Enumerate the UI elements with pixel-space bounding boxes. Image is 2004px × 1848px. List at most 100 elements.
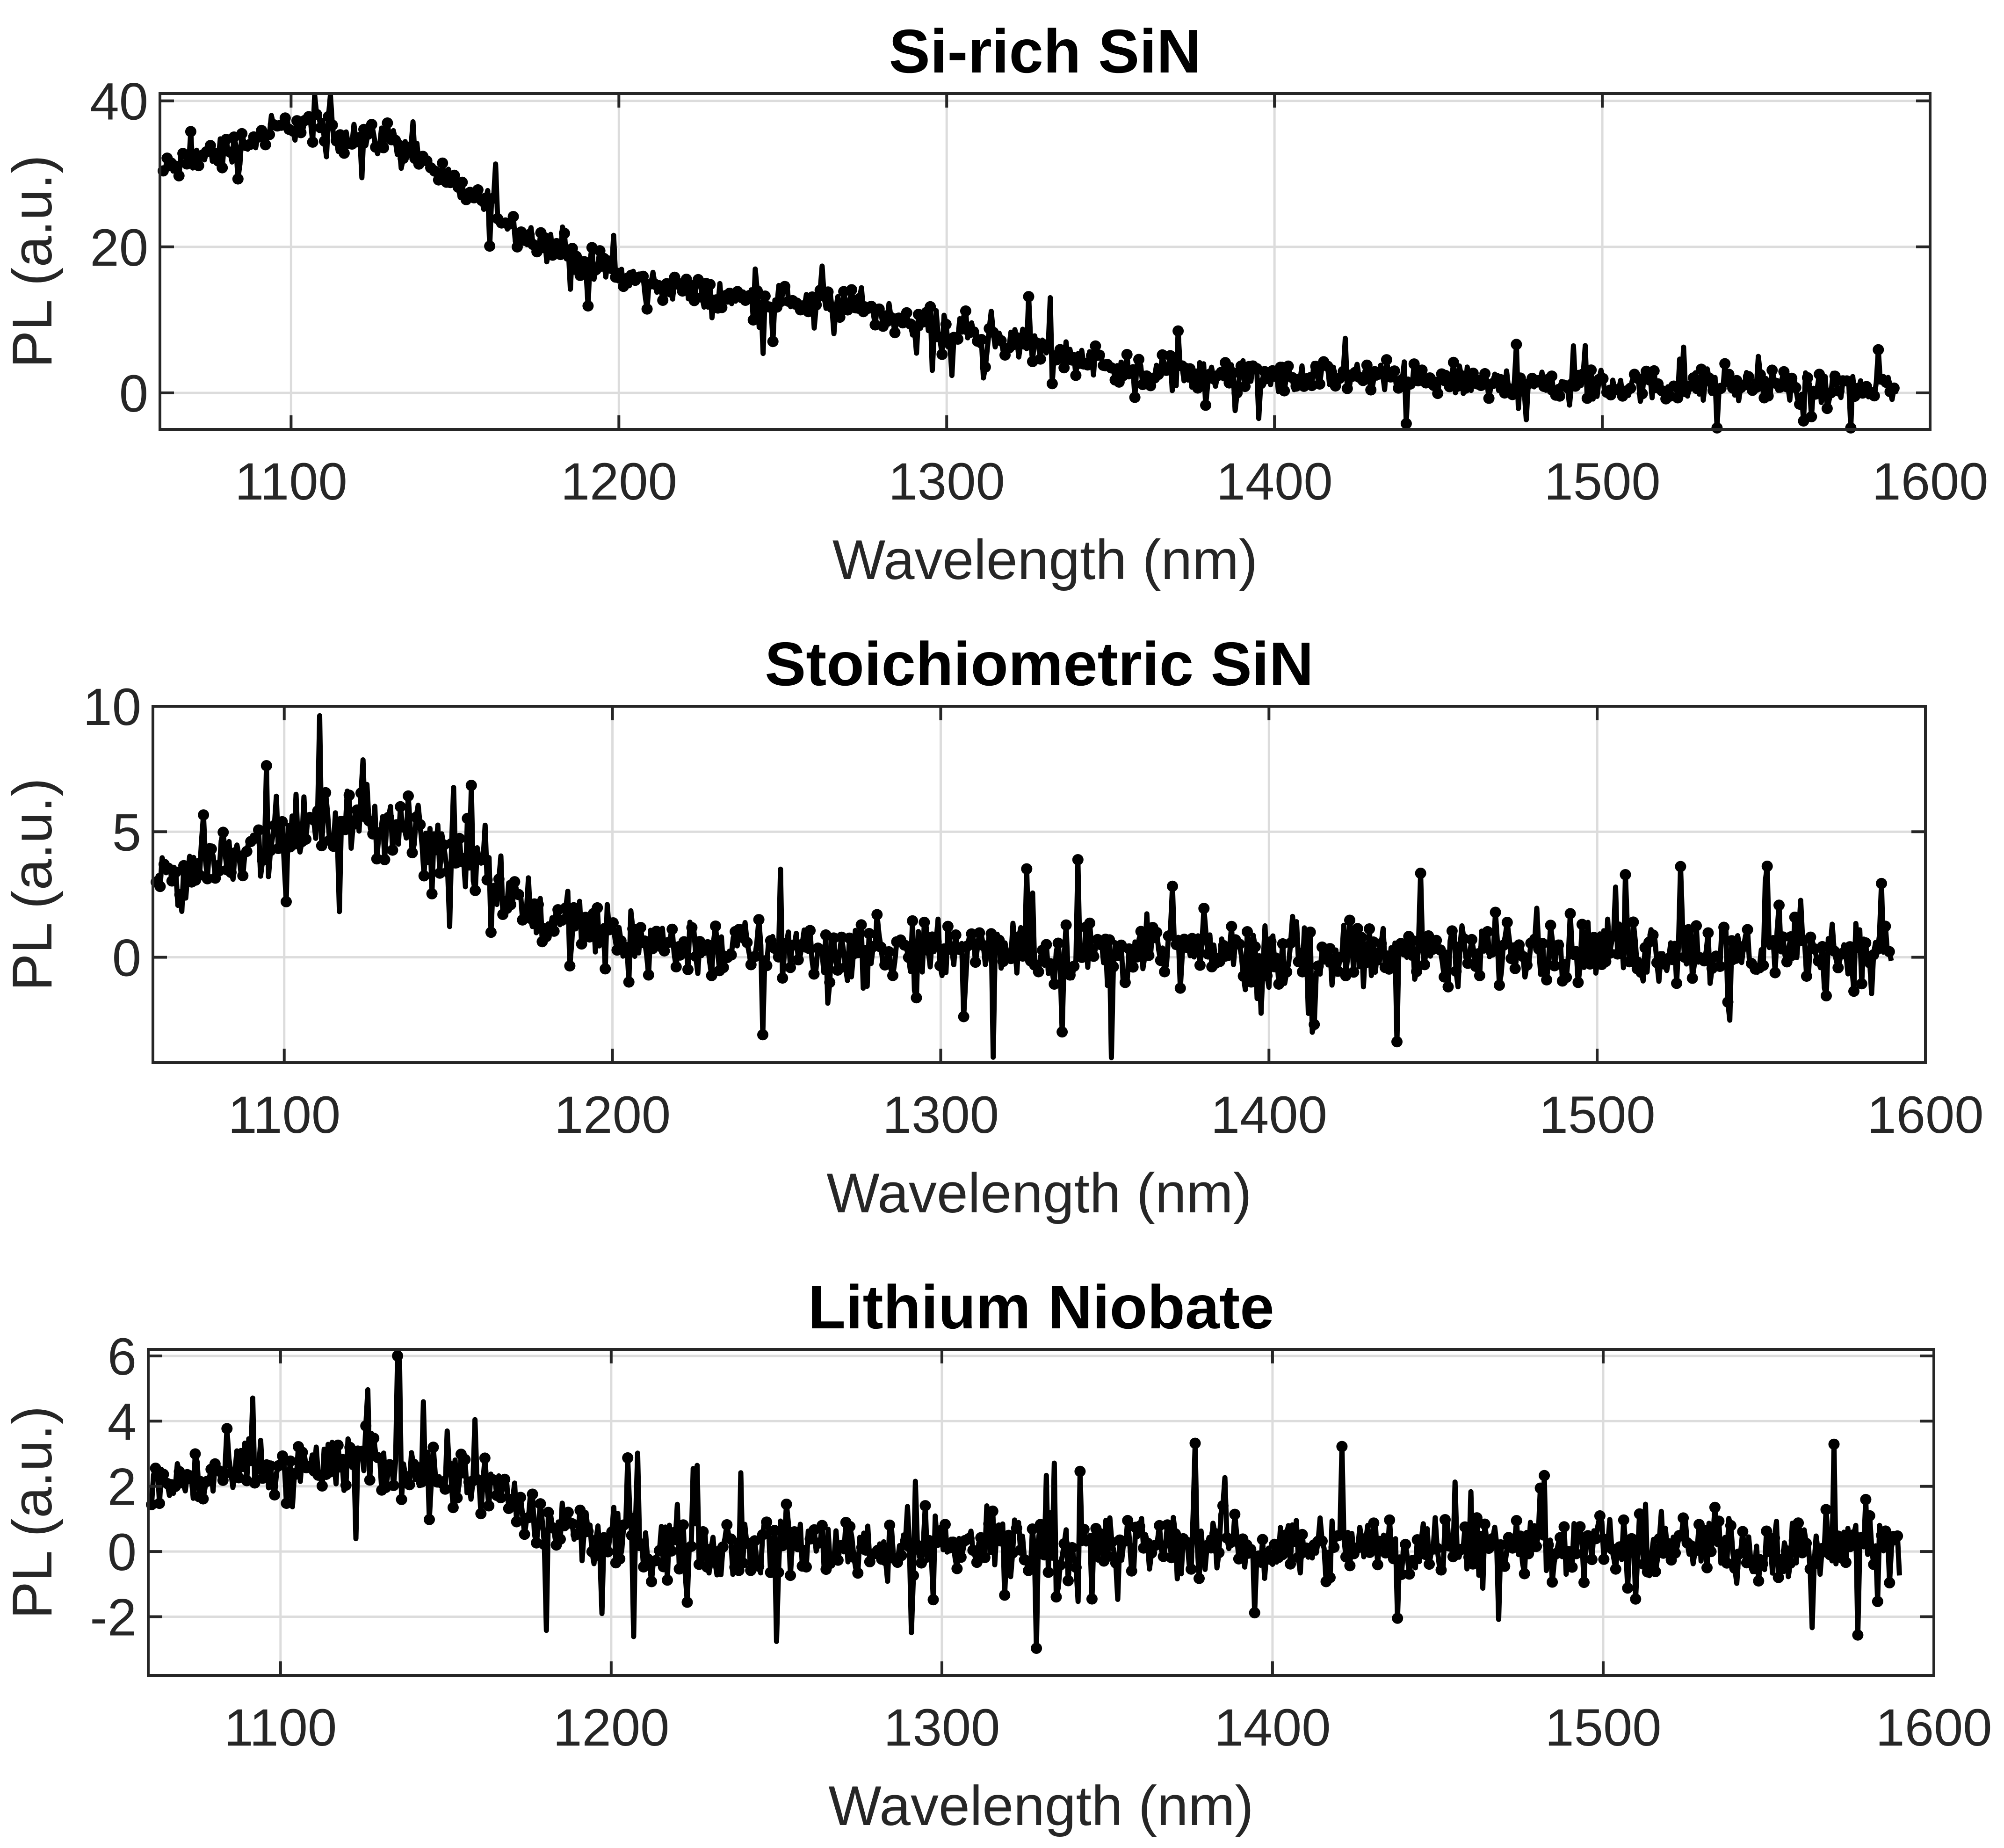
data-point — [1400, 418, 1412, 429]
data-point — [328, 841, 339, 852]
data-point — [1498, 940, 1509, 951]
data-point — [658, 1561, 669, 1573]
data-point — [217, 162, 228, 174]
data-point — [451, 1492, 463, 1504]
x-tick-label: 1100 — [235, 452, 347, 511]
data-point — [1309, 1019, 1320, 1030]
data-point — [1821, 990, 1832, 1001]
data-point — [1352, 923, 1363, 935]
data-point — [1832, 962, 1844, 973]
data-point — [879, 959, 891, 971]
data-point — [1794, 399, 1805, 410]
data-point — [205, 843, 217, 855]
data-point — [592, 902, 603, 913]
data-point — [503, 1503, 514, 1515]
data-point — [489, 883, 501, 894]
data-point — [1564, 908, 1576, 920]
data-point — [1093, 349, 1105, 361]
data-point — [1005, 953, 1017, 964]
data-point — [952, 333, 964, 345]
data-point — [1134, 1521, 1145, 1532]
data-point — [1226, 920, 1237, 932]
data-point — [1702, 927, 1714, 939]
data-point — [1086, 350, 1097, 362]
data-point — [449, 169, 460, 181]
data-point — [348, 1454, 360, 1465]
data-point — [1517, 951, 1529, 962]
data-point — [224, 146, 236, 158]
data-point — [779, 281, 790, 292]
x-tick-label: 1300 — [889, 452, 1005, 511]
data-point — [1368, 1517, 1380, 1529]
data-point — [1864, 1510, 1875, 1522]
data-point — [678, 1519, 689, 1531]
data-point — [747, 314, 759, 326]
data-point — [759, 290, 771, 302]
x-tick-label: 1200 — [561, 452, 677, 511]
data-point — [1630, 1593, 1642, 1605]
data-point — [289, 1468, 300, 1479]
data-point — [576, 938, 587, 950]
data-point — [1856, 1531, 1867, 1543]
data-point — [1762, 390, 1774, 402]
data-point — [1777, 931, 1789, 943]
data-point — [1296, 1529, 1308, 1540]
data-point — [1521, 959, 1533, 971]
x-tick-label: 1400 — [1216, 452, 1333, 511]
data-point — [1304, 1548, 1316, 1559]
data-point — [1769, 967, 1781, 978]
data-point — [974, 927, 985, 939]
x-tick-label: 1400 — [1211, 1086, 1327, 1144]
data-point — [1304, 926, 1316, 938]
data-point — [804, 925, 816, 936]
data-point — [1789, 912, 1801, 923]
data-point — [785, 962, 796, 973]
data-point — [1801, 372, 1813, 384]
data-point — [1056, 1026, 1068, 1038]
data-point — [1495, 374, 1506, 385]
data-point — [217, 826, 229, 838]
data-point — [481, 874, 493, 886]
data-point — [1612, 948, 1623, 960]
data-point — [236, 128, 248, 139]
data-point — [979, 1552, 991, 1564]
data-point — [336, 1454, 348, 1465]
data-point — [1714, 961, 1726, 972]
data-point — [265, 1460, 276, 1472]
data-point — [443, 1460, 455, 1471]
data-point — [749, 951, 761, 962]
data-point — [721, 1519, 733, 1530]
y-tick-label: 20 — [90, 218, 148, 277]
data-point — [1642, 1566, 1653, 1578]
data-point — [253, 824, 264, 836]
data-point — [674, 949, 686, 961]
data-point — [1167, 880, 1178, 892]
data-point — [1745, 1554, 1757, 1565]
data-point — [753, 1560, 765, 1572]
data-point — [1415, 868, 1426, 879]
data-point — [975, 1532, 987, 1544]
data-point — [368, 1432, 380, 1444]
data-point — [1035, 1519, 1046, 1530]
data-point — [393, 139, 405, 151]
plot-frame — [159, 92, 1932, 431]
data-point — [1125, 365, 1137, 376]
data-point — [574, 269, 586, 281]
data-point — [930, 936, 942, 948]
data-point — [761, 1516, 773, 1528]
data-point — [634, 1540, 645, 1551]
data-point — [889, 327, 901, 339]
data-point — [1165, 1552, 1177, 1564]
data-point — [697, 1526, 709, 1537]
data-point — [925, 301, 936, 312]
data-point — [1217, 1500, 1229, 1512]
data-point — [173, 170, 185, 181]
data-point — [574, 1504, 586, 1516]
data-point — [822, 286, 834, 298]
data-point — [1064, 969, 1076, 981]
data-point — [709, 1557, 721, 1568]
data-point — [193, 160, 204, 172]
data-point — [539, 1539, 550, 1551]
data-point — [1194, 959, 1206, 971]
data-point — [710, 920, 721, 932]
